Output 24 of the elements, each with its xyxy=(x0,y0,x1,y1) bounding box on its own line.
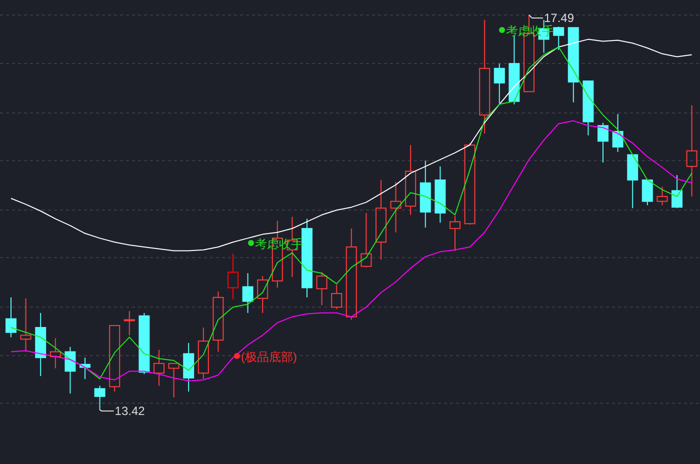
candlestick xyxy=(612,113,624,152)
candlestick xyxy=(124,310,135,336)
candlestick xyxy=(35,312,46,377)
candlestick xyxy=(242,272,254,314)
candlestick xyxy=(154,349,164,386)
annotation: (极品底部) xyxy=(241,350,297,364)
candlestick xyxy=(50,338,61,369)
candlestick xyxy=(198,327,209,380)
annotation: 17.49 xyxy=(544,11,574,25)
candlestick xyxy=(183,342,194,392)
candlestick xyxy=(479,19,490,134)
candlestick xyxy=(64,346,76,394)
candlestick xyxy=(212,291,224,352)
candlestick xyxy=(420,160,431,228)
candlestick xyxy=(376,179,386,260)
candlestick xyxy=(302,218,312,298)
candlestick xyxy=(390,181,402,233)
candlestick xyxy=(405,144,416,216)
candlestick xyxy=(686,104,698,197)
annotation: 13.42 xyxy=(114,404,146,418)
candlestick xyxy=(494,63,505,104)
candlestick xyxy=(434,166,446,224)
candlestick xyxy=(228,253,238,300)
candlestick xyxy=(20,298,32,352)
